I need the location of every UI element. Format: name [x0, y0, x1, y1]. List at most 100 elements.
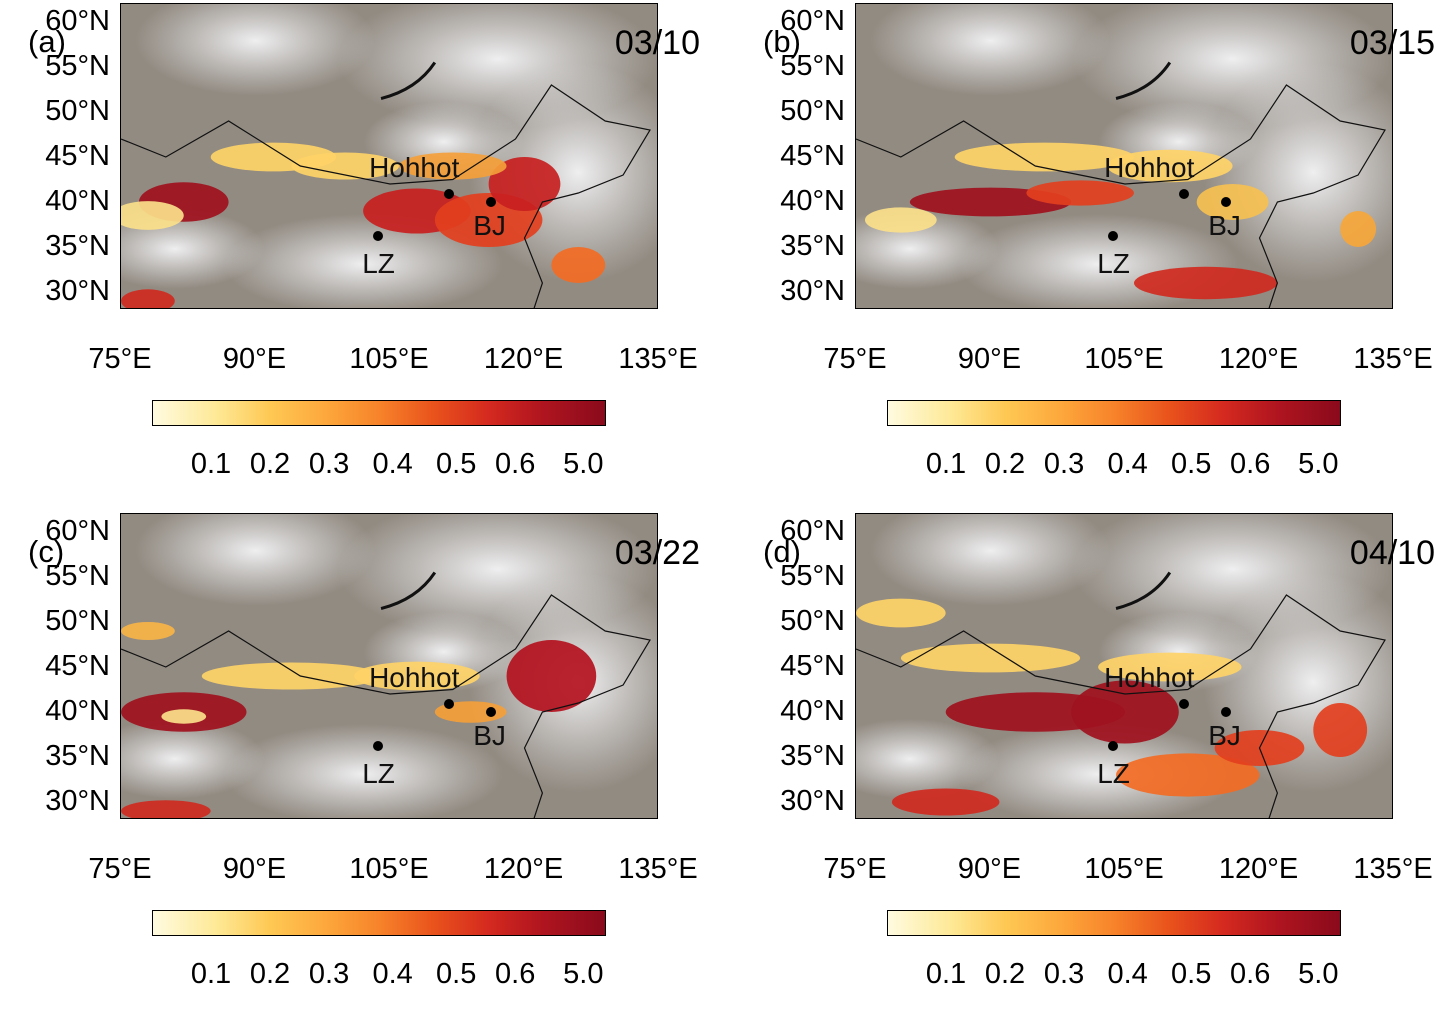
site-marker	[373, 231, 384, 242]
lat-tick-label: 50°N	[780, 95, 845, 127]
dust-patch	[891, 788, 1000, 816]
lat-tick-label: 35°N	[45, 740, 110, 772]
lat-tick-label: 45°N	[780, 650, 845, 682]
panel-label: (a)	[28, 24, 66, 59]
dust-patch	[354, 661, 480, 691]
dust-overlay	[121, 4, 657, 308]
satellite-map	[855, 3, 1393, 309]
lon-tick-label: 75°E	[823, 343, 887, 375]
colorbar-tick-label: 0.3	[308, 958, 350, 990]
dust-patch	[1098, 652, 1242, 682]
lat-tick-label: 40°N	[45, 695, 110, 727]
lon-tick-label: 75°E	[823, 853, 887, 885]
colorbar-tick-label: 5.0	[1298, 448, 1339, 480]
colorbar-tick-label: 0.1	[190, 448, 232, 480]
site-label-lz: LZ	[362, 758, 395, 790]
boundary-line	[121, 84, 651, 308]
dust-patch	[488, 157, 561, 211]
site-marker	[1221, 706, 1232, 717]
lat-tick-label: 60°N	[45, 5, 110, 37]
lon-tick-label: 90°E	[222, 853, 287, 885]
panel-date: 03/15	[1349, 24, 1435, 62]
colorbar-tick-label: 0.5	[436, 958, 477, 990]
colorbar-tick-label: 0.2	[984, 448, 1026, 480]
map-panel-a: (a) 03/10 60°N 55°N 50°N 45°N 40°N 35°N 30°N 75…	[0, 0, 724, 501]
lon-tick-label: 90°E	[957, 343, 1022, 375]
boundary-line	[856, 84, 1386, 308]
site-label-bj: BJ	[473, 209, 506, 241]
dust-patch	[954, 142, 1134, 172]
site-label-lz: LZ	[1097, 248, 1130, 280]
lat-tick-label: 30°N	[780, 275, 845, 307]
lat-tick-label: 60°N	[45, 515, 110, 547]
satellite-map	[120, 513, 658, 819]
dust-overlay	[121, 514, 657, 818]
site-marker	[1179, 698, 1190, 709]
colorbar-tick-label: 5.0	[563, 448, 604, 480]
panel-label: (b)	[763, 24, 801, 59]
colorbar-tick-label: 0.4	[372, 448, 413, 480]
colorbar-tick-label: 0.3	[1043, 448, 1085, 480]
panel-date: 03/22	[614, 534, 700, 572]
lon-tick-label: 120°E	[483, 853, 564, 885]
dust-patch	[121, 289, 175, 308]
site-label-lz: LZ	[362, 248, 395, 280]
dust-patch	[551, 247, 606, 283]
site-label-hohhot: Hohhot	[369, 661, 460, 693]
colorbar-tick-label: 0.3	[1043, 958, 1085, 990]
panel-date: 04/10	[1349, 534, 1435, 572]
lon-tick-label: 135°E	[1353, 853, 1433, 885]
lake-baikal	[1115, 61, 1172, 100]
lat-tick-label: 35°N	[780, 230, 845, 262]
lat-tick-label: 40°N	[780, 185, 845, 217]
site-label-hohhot: Hohhot	[369, 151, 460, 183]
lat-tick-label: 55°N	[45, 50, 110, 82]
colorbar-tick-label: 0.4	[372, 958, 413, 990]
site-label-bj: BJ	[1208, 719, 1241, 751]
lon-tick-label: 120°E	[1218, 343, 1299, 375]
lon-tick-label: 90°E	[957, 853, 1022, 885]
lat-tick-label: 35°N	[45, 230, 110, 262]
lon-tick-label: 120°E	[483, 343, 564, 375]
lat-tick-label: 50°N	[45, 95, 110, 127]
panel-label: (c)	[28, 534, 65, 569]
lat-tick-label: 55°N	[780, 50, 845, 82]
lat-tick-label: 45°N	[45, 140, 110, 172]
colorbar-tick-label: 0.5	[436, 448, 477, 480]
map-panel-b: (b) 03/15 60°N 55°N 50°N 45°N 40°N 35°N 30°N 75…	[735, 0, 1448, 501]
dust-patch	[398, 152, 507, 180]
lake-baikal	[380, 61, 437, 100]
site-marker	[1221, 196, 1232, 207]
lon-tick-label: 90°E	[222, 343, 287, 375]
colorbar-tick-label: 0.3	[308, 448, 350, 480]
lat-tick-label: 60°N	[780, 5, 845, 37]
dust-overlay	[856, 514, 1392, 818]
colorbar-tick-label: 0.1	[925, 448, 967, 480]
lat-tick-label: 45°N	[780, 140, 845, 172]
colorbar-tick-label: 0.6	[1230, 448, 1271, 480]
map-panel-d: (d) 04/10 60°N 55°N 50°N 45°N 40°N 35°N 30°N 75…	[735, 510, 1448, 1011]
dust-patch	[864, 207, 937, 233]
lon-tick-label: 135°E	[1353, 343, 1433, 375]
lon-tick-label: 135°E	[618, 853, 698, 885]
dust-patch	[1133, 266, 1278, 300]
lat-tick-label: 55°N	[780, 560, 845, 592]
boundary-line	[856, 594, 1386, 818]
panel-label: (d)	[763, 534, 801, 569]
colorbar-tick-label: 0.4	[1107, 958, 1148, 990]
dust-patch	[291, 152, 399, 180]
colorbar	[887, 910, 1341, 936]
lon-tick-label: 75°E	[88, 343, 152, 375]
lat-tick-label: 40°N	[45, 185, 110, 217]
satellite-map	[855, 513, 1393, 819]
lat-tick-label: 50°N	[780, 605, 845, 637]
dust-patch	[900, 643, 1081, 673]
site-marker	[486, 706, 497, 717]
colorbar-tick-label: 0.5	[1171, 448, 1212, 480]
colorbar-tick-label: 5.0	[1298, 958, 1339, 990]
site-label-bj: BJ	[1208, 209, 1241, 241]
lat-tick-label: 30°N	[780, 785, 845, 817]
dust-patch	[161, 709, 207, 724]
lat-tick-label: 40°N	[780, 695, 845, 727]
dust-patch	[121, 622, 175, 640]
